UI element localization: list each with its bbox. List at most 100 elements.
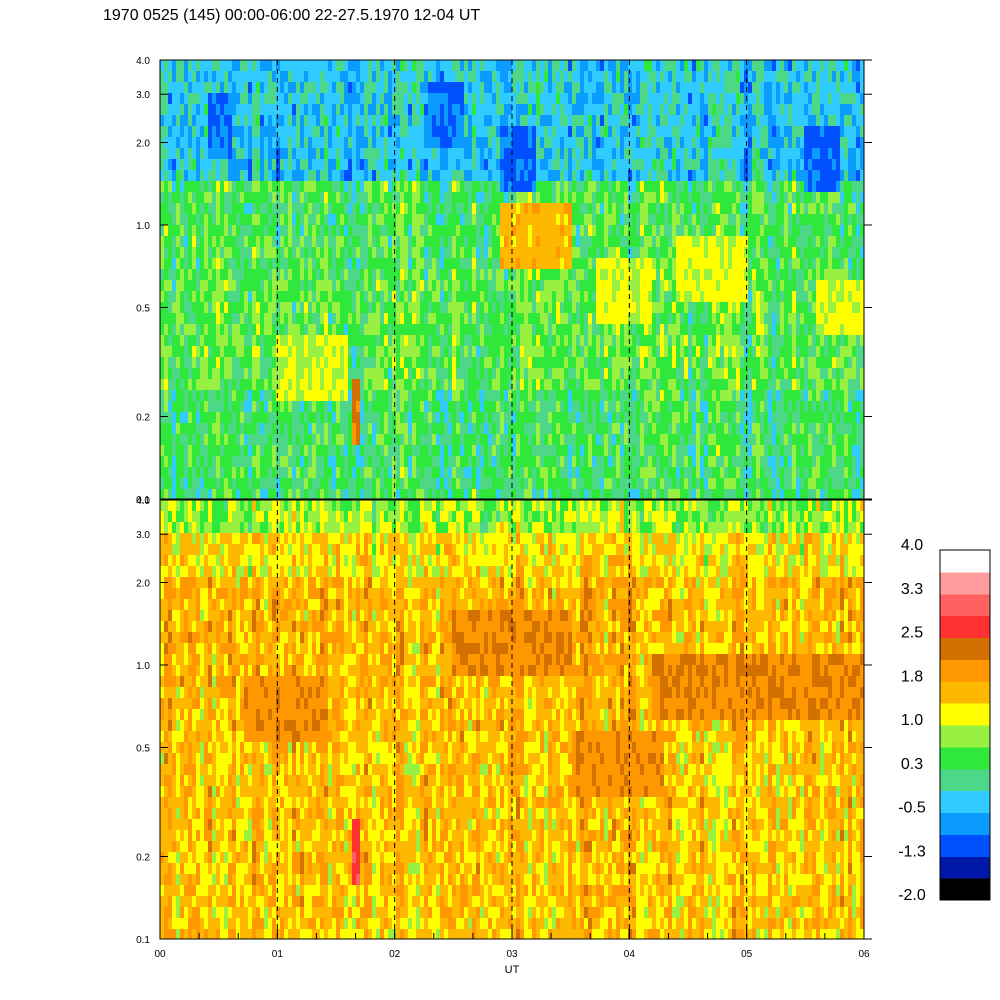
heatmap-cell: [364, 313, 368, 324]
heatmap-cell: [344, 401, 348, 412]
heatmap-cell: [428, 159, 432, 170]
heatmap-cell: [248, 159, 252, 170]
heatmap-cell: [304, 71, 308, 82]
heatmap-cell: [568, 137, 572, 148]
heatmap-cell: [432, 291, 436, 302]
heatmap-cell: [544, 467, 548, 478]
heatmap-cell: [600, 313, 604, 324]
heatmap-cell: [492, 467, 496, 478]
heatmap-cell: [260, 390, 264, 401]
heatmap-cell: [432, 401, 436, 412]
heatmap-cell: [492, 170, 496, 181]
heatmap-cell: [648, 214, 652, 225]
heatmap-cell: [512, 456, 516, 467]
heatmap-cell: [248, 60, 252, 71]
heatmap-cell: [500, 291, 504, 302]
heatmap-cell: [440, 368, 444, 379]
heatmap-cell: [548, 137, 552, 148]
heatmap-cell: [588, 82, 592, 93]
heatmap-cell: [652, 401, 656, 412]
heatmap-cell: [352, 478, 356, 489]
heatmap-cell: [404, 93, 408, 104]
heatmap-cell: [236, 159, 240, 170]
heatmap-cell: [632, 104, 636, 115]
heatmap-cell: [560, 192, 564, 203]
heatmap-cell: [176, 60, 180, 71]
heatmap-cell: [544, 478, 548, 489]
heatmap-cell: [476, 115, 480, 126]
heatmap-cell: [192, 379, 196, 390]
heatmap-cell: [428, 291, 432, 302]
heatmap-cell: [448, 137, 452, 148]
heatmap-cell: [384, 346, 388, 357]
heatmap-cell: [572, 192, 576, 203]
heatmap-cell: [252, 258, 256, 269]
heatmap-cell: [592, 170, 596, 181]
heatmap-cell: [176, 225, 180, 236]
heatmap-cell: [200, 148, 204, 159]
heatmap-cell: [632, 82, 636, 93]
heatmap-cell: [432, 302, 436, 313]
heatmap-cell: [216, 324, 220, 335]
heatmap-cell: [372, 93, 376, 104]
heatmap-cell: [340, 390, 344, 401]
heatmap-cell: [360, 478, 364, 489]
heatmap-cell: [412, 203, 416, 214]
heatmap-cell: [656, 137, 660, 148]
heatmap-cell: [232, 181, 236, 192]
heatmap-cell: [504, 93, 508, 104]
heatmap-cell: [616, 324, 620, 335]
heatmap-cell: [240, 346, 244, 357]
heatmap-cell: [200, 456, 204, 467]
heatmap-cell: [164, 181, 168, 192]
heatmap-cell: [480, 137, 484, 148]
heatmap-cell: [180, 148, 184, 159]
heatmap-cell: [576, 335, 580, 346]
heatmap-cell: [308, 258, 312, 269]
heatmap-cell: [568, 302, 572, 313]
heatmap-cell: [508, 181, 512, 192]
heatmap-cell: [536, 280, 540, 291]
heatmap-cell: [508, 203, 512, 214]
heatmap-cell: [552, 302, 556, 313]
heatmap-cell: [544, 390, 548, 401]
heatmap-cell: [596, 489, 600, 499]
heatmap-cell: [236, 401, 240, 412]
heatmap-cell: [240, 434, 244, 445]
heatmap-cell: [324, 104, 328, 115]
heatmap-cell: [540, 225, 544, 236]
heatmap-cell: [640, 192, 644, 203]
heatmap-cell: [200, 247, 204, 258]
heatmap-cell: [540, 445, 544, 456]
heatmap-cell: [376, 71, 380, 82]
heatmap-cell: [468, 390, 472, 401]
heatmap-cell: [504, 445, 508, 456]
heatmap-cell: [596, 258, 600, 269]
heatmap-cell: [196, 335, 200, 346]
heatmap-cell: [604, 203, 608, 214]
heatmap-cell: [416, 137, 420, 148]
heatmap-cell: [216, 434, 220, 445]
heatmap-cell: [592, 335, 596, 346]
heatmap-cell: [220, 346, 224, 357]
heatmap-cell: [164, 434, 168, 445]
heatmap-cell: [580, 115, 584, 126]
heatmap-cell: [564, 82, 568, 93]
heatmap-cell: [488, 137, 492, 148]
heatmap-cell: [628, 478, 632, 489]
heatmap-cell: [280, 236, 284, 247]
heatmap-cell: [428, 258, 432, 269]
heatmap-cell: [536, 445, 540, 456]
heatmap-cell: [292, 324, 296, 335]
heatmap-cell: [552, 214, 556, 225]
heatmap-cell: [388, 390, 392, 401]
heatmap-cell: [548, 159, 552, 170]
heatmap-cell: [460, 82, 464, 93]
heatmap-cell: [264, 423, 268, 434]
heatmap-cell: [620, 412, 624, 423]
heatmap-cell: [416, 379, 420, 390]
heatmap-cell: [448, 71, 452, 82]
heatmap-cell: [204, 71, 208, 82]
heatmap-cell: [160, 269, 164, 280]
heatmap-cell: [236, 434, 240, 445]
